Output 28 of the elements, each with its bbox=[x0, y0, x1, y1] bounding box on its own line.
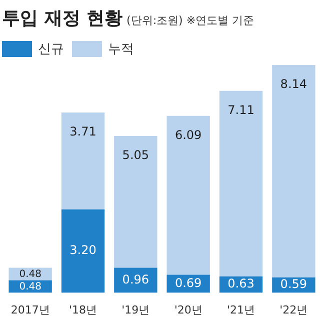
x-tick-label: '21년 bbox=[226, 303, 256, 316]
bar bbox=[61, 209, 105, 293]
bar bbox=[166, 116, 210, 275]
data-label: 3.71 bbox=[70, 124, 96, 139]
data-label: 8.14 bbox=[280, 77, 308, 92]
bar bbox=[219, 90, 263, 276]
legend-label: 신규 bbox=[37, 41, 64, 58]
chart-subtitle: (단위:조원) ※연도별 기준 bbox=[126, 14, 254, 27]
x-tick-label: '19년 bbox=[122, 303, 150, 316]
data-label: 0.48 bbox=[19, 269, 42, 280]
bar bbox=[114, 136, 158, 268]
x-tick-label: 2017년 bbox=[10, 303, 50, 316]
data-label: 6.09 bbox=[174, 128, 202, 142]
data-label: 3.20 bbox=[70, 243, 96, 258]
data-label: 7.11 bbox=[228, 102, 254, 117]
chart-title: 투입 재정 현황 bbox=[2, 8, 123, 29]
data-label: 0.63 bbox=[228, 276, 254, 291]
bar bbox=[272, 65, 316, 278]
data-label: 5.05 bbox=[122, 148, 150, 162]
data-label: 0.48 bbox=[19, 282, 42, 293]
legend-label: 누적 bbox=[107, 41, 134, 58]
data-label: 0.59 bbox=[280, 277, 308, 292]
x-tick-label: '22년 bbox=[280, 303, 308, 316]
data-label: 0.69 bbox=[174, 276, 202, 290]
x-tick-label: '18년 bbox=[68, 303, 98, 316]
x-tick-label: '20년 bbox=[174, 303, 202, 316]
bar bbox=[61, 112, 105, 210]
data-label: 0.96 bbox=[122, 272, 150, 286]
